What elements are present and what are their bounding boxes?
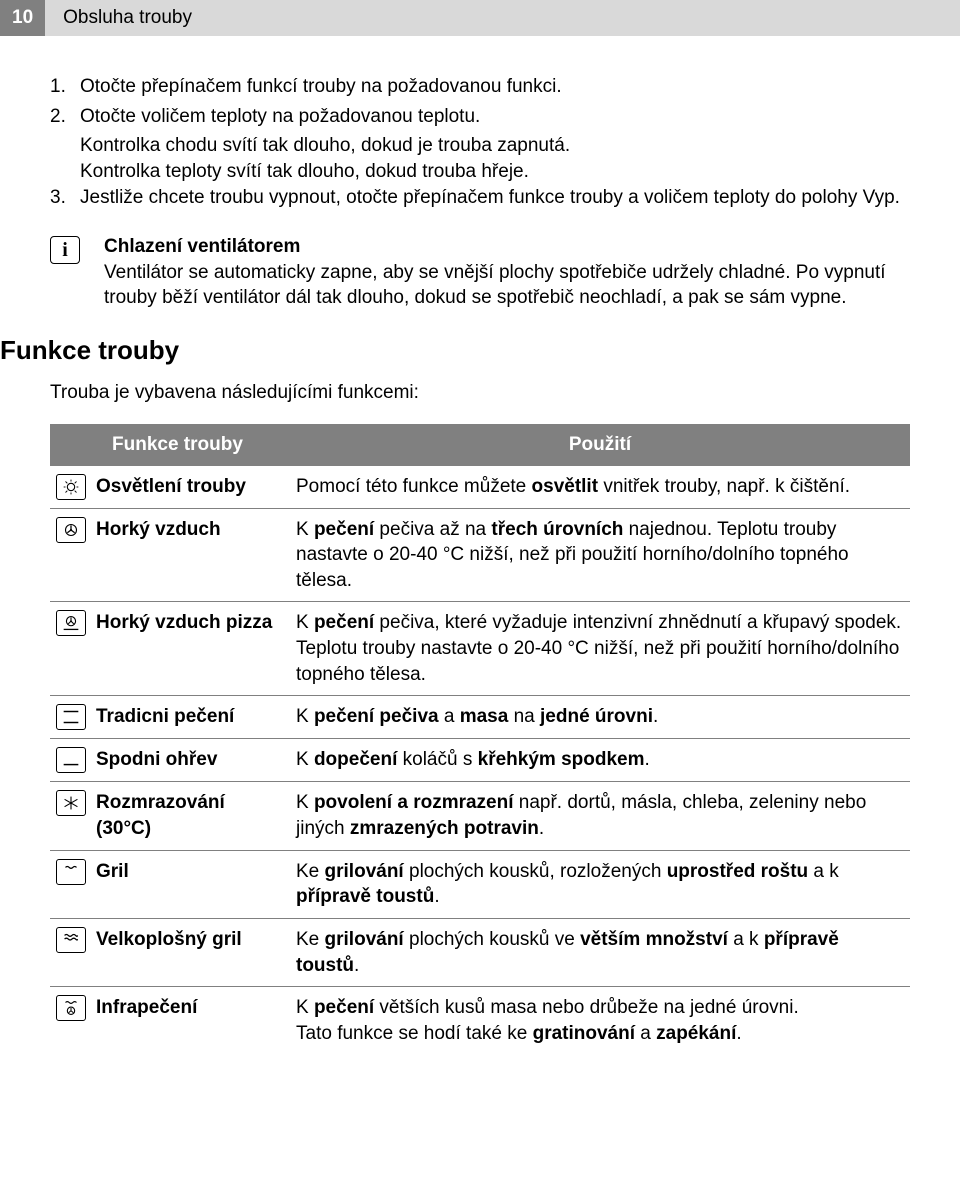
table-row: Spodni ohřevK dopečení koláčů s křehkým … <box>50 739 910 782</box>
instruction-step: 3. Jestliže chcete troubu vypnout, otočt… <box>50 185 910 211</box>
function-icon-cell <box>50 696 90 739</box>
function-use: K povolení a rozmrazení např. dortů, más… <box>290 782 910 850</box>
function-use: K dopečení koláčů s křehkým spodkem. <box>290 739 910 782</box>
instruction-step: 2. Otočte voličem teploty na požadovanou… <box>50 104 910 130</box>
function-icon-cell <box>50 987 90 1055</box>
function-icon-cell <box>50 739 90 782</box>
function-use: K pečení pečiva a masa na jedné úrovni. <box>290 696 910 739</box>
function-icon-cell <box>50 782 90 850</box>
content-area: 1. Otočte přepínačem funkcí trouby na po… <box>0 36 960 1084</box>
info-heading: Chlazení ventilátorem <box>104 234 910 260</box>
info-icon: i <box>50 236 80 264</box>
function-icon-cell <box>50 602 90 696</box>
table-row: Velkoplošný grilKe grilování plochých ko… <box>50 918 910 986</box>
function-use: Ke grilování plochých kousků ve větším m… <box>290 918 910 986</box>
functions-table: Funkce trouby Použití Osvětlení troubyPo… <box>50 424 910 1055</box>
function-icon-cell <box>50 918 90 986</box>
table-row: Horký vzduchK pečení pečiva až na třech … <box>50 508 910 602</box>
step-number: 1. <box>50 74 80 100</box>
function-name: Rozmrazování (30°C) <box>90 782 290 850</box>
info-box: i Chlazení ventilátorem Ventilátor se au… <box>50 234 910 311</box>
step-text: Otočte přepínačem funkcí trouby na požad… <box>80 74 910 100</box>
function-name: Gril <box>90 850 290 918</box>
step-text: Otočte voličem teploty na požadovanou te… <box>80 104 910 130</box>
indent-line: Kontrolka teploty svítí tak dlouho, doku… <box>50 159 910 185</box>
function-use: K pečení pečiva až na třech úrovních naj… <box>290 508 910 602</box>
function-name: Osvětlení trouby <box>90 466 290 509</box>
bottom-icon <box>56 747 86 773</box>
page-header: 10 Obsluha trouby <box>0 0 960 36</box>
top-bottom-icon <box>56 704 86 730</box>
instruction-list: 1. Otočte přepínačem funkcí trouby na po… <box>50 74 910 129</box>
function-name: Horký vzduch pizza <box>90 602 290 696</box>
info-text: Ventilátor se automaticky zapne, aby se … <box>104 260 910 311</box>
table-header-use: Použití <box>290 424 910 466</box>
function-icon-cell <box>50 850 90 918</box>
table-row: InfrapečeníK pečení větších kusů masa ne… <box>50 987 910 1055</box>
function-use: Ke grilování plochých kousků, rozloženýc… <box>290 850 910 918</box>
table-row: Rozmrazování (30°C)K povolení a rozmraze… <box>50 782 910 850</box>
function-use: K pečení větších kusů masa nebo drůbeže … <box>290 987 910 1055</box>
fan-bottom-icon <box>56 610 86 636</box>
table-row: Horký vzduch pizzaK pečení pečiva, které… <box>50 602 910 696</box>
instruction-list: 3. Jestliže chcete troubu vypnout, otočt… <box>50 185 910 211</box>
grill-large-icon <box>56 927 86 953</box>
info-body: Chlazení ventilátorem Ventilátor se auto… <box>104 234 910 311</box>
section-subtext: Trouba je vybavena následujícími funkcem… <box>50 380 910 406</box>
section-heading: Funkce trouby <box>0 333 910 368</box>
page: 10 Obsluha trouby 1. Otočte přepínačem f… <box>0 0 960 1084</box>
light-icon <box>56 474 86 500</box>
function-use: K pečení pečiva, které vyžaduje intenziv… <box>290 602 910 696</box>
step-number: 3. <box>50 185 80 211</box>
function-name: Horký vzduch <box>90 508 290 602</box>
function-icon-cell <box>50 466 90 509</box>
page-header-title: Obsluha trouby <box>45 0 960 36</box>
table-row: Osvětlení troubyPomocí této funkce můžet… <box>50 466 910 509</box>
function-name: Spodni ohřev <box>90 739 290 782</box>
table-row: GrilKe grilování plochých kousků, rozlož… <box>50 850 910 918</box>
fan-icon <box>56 517 86 543</box>
page-number: 10 <box>0 0 45 36</box>
infra-icon <box>56 995 86 1021</box>
table-row: Tradicni pečeníK pečení pečiva a masa na… <box>50 696 910 739</box>
function-name: Infrapečení <box>90 987 290 1055</box>
step-number: 2. <box>50 104 80 130</box>
step-text: Jestliže chcete troubu vypnout, otočte p… <box>80 185 910 211</box>
function-name: Tradicni pečení <box>90 696 290 739</box>
grill-icon <box>56 859 86 885</box>
table-header-function: Funkce trouby <box>50 424 290 466</box>
indent-line: Kontrolka chodu svítí tak dlouho, dokud … <box>50 133 910 159</box>
instruction-step: 1. Otočte přepínačem funkcí trouby na po… <box>50 74 910 100</box>
function-use: Pomocí této funkce můžete osvětlit vnitř… <box>290 466 910 509</box>
defrost-icon <box>56 790 86 816</box>
function-name: Velkoplošný gril <box>90 918 290 986</box>
function-icon-cell <box>50 508 90 602</box>
